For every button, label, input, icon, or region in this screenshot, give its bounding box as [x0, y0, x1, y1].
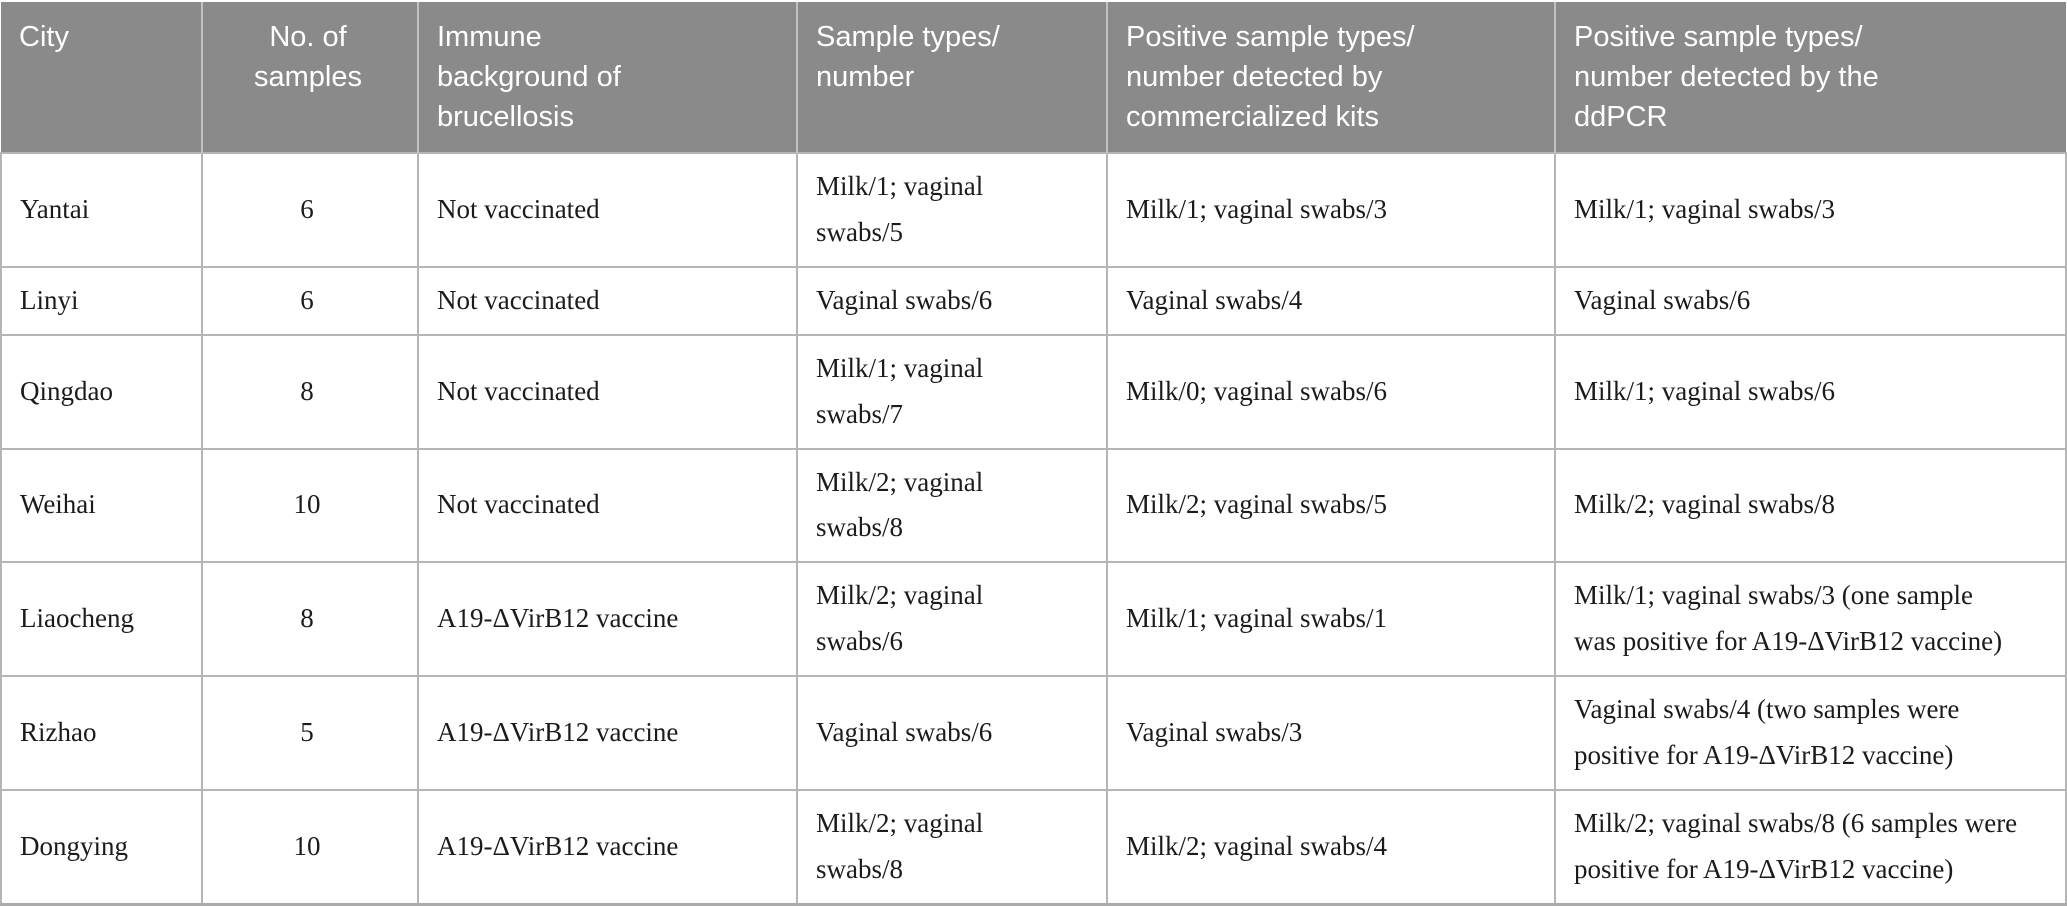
cell-num-samples: 10: [201, 447, 419, 564]
cell-immune-background: Not vaccinated: [417, 447, 798, 564]
cell-num-samples: 5: [201, 675, 419, 791]
table-row-liaocheng: Liaocheng 8 A19-ΔVirB12 vaccine Milk/2; …: [0, 561, 2067, 678]
header-num-samples: No. of samples: [202, 2, 419, 154]
cell-num-samples: 6: [201, 265, 419, 336]
cell-sample-types: Vaginal swabs/6: [796, 265, 1108, 336]
header-sample-types: Sample types/ number: [797, 2, 1108, 154]
cell-sample-types: Milk/2; vaginal swabs/8: [796, 447, 1108, 564]
cell-positive-kits: Milk/2; vaginal swabs/4: [1106, 788, 1556, 906]
cell-immune-background: A19-ΔVirB12 vaccine: [417, 561, 798, 678]
cell-sample-types: Milk/1; vaginal swabs/5: [796, 152, 1108, 268]
cell-city: Linyi: [0, 265, 203, 336]
header-city: City: [1, 2, 203, 154]
table-row-yantai: Yantai 6 Not vaccinated Milk/1; vaginal …: [0, 152, 2067, 268]
table-row-qingdao: Qingdao 8 Not vaccinated Milk/1; vaginal…: [0, 333, 2067, 450]
cell-positive-kits: Vaginal swabs/3: [1106, 675, 1556, 791]
cell-immune-background: Not vaccinated: [417, 152, 798, 268]
cell-sample-types: Milk/1; vaginal swabs/7: [796, 333, 1108, 450]
cell-sample-types: Milk/2; vaginal swabs/8: [796, 788, 1108, 906]
cell-positive-kits: Milk/1; vaginal swabs/1: [1106, 561, 1556, 678]
table-row-rizhao: Rizhao 5 A19-ΔVirB12 vaccine Vaginal swa…: [0, 675, 2067, 791]
cell-positive-kits: Vaginal swabs/4: [1106, 265, 1556, 336]
cell-immune-background: A19-ΔVirB12 vaccine: [417, 675, 798, 791]
cell-positive-kits: Milk/1; vaginal swabs/3: [1106, 152, 1556, 268]
cell-city: Qingdao: [0, 333, 203, 450]
cell-num-samples: 10: [201, 788, 419, 906]
cell-positive-ddpcr: Milk/2; vaginal swabs/8 (6 samples were …: [1554, 788, 2067, 906]
cell-positive-kits: Milk/2; vaginal swabs/5: [1106, 447, 1556, 564]
header-positive-ddpcr: Positive sample types/ number detected b…: [1555, 2, 2066, 154]
table-body: Yantai 6 Not vaccinated Milk/1; vaginal …: [0, 152, 2067, 906]
cell-sample-types: Vaginal swabs/6: [796, 675, 1108, 791]
cell-positive-ddpcr: Milk/2; vaginal swabs/8: [1554, 447, 2067, 564]
cell-positive-ddpcr: Milk/1; vaginal swabs/3: [1554, 152, 2067, 268]
cell-immune-background: Not vaccinated: [417, 333, 798, 450]
cell-positive-ddpcr: Milk/1; vaginal swabs/3 (one sample was …: [1554, 561, 2067, 678]
cell-city: Weihai: [0, 447, 203, 564]
cell-sample-types: Milk/2; vaginal swabs/6: [796, 561, 1108, 678]
cell-immune-background: A19-ΔVirB12 vaccine: [417, 788, 798, 906]
cell-num-samples: 6: [201, 152, 419, 268]
cell-city: Liaocheng: [0, 561, 203, 678]
table-row-weihai: Weihai 10 Not vaccinated Milk/2; vaginal…: [0, 447, 2067, 564]
cell-positive-ddpcr: Vaginal swabs/6: [1554, 265, 2067, 336]
cell-positive-kits: Milk/0; vaginal swabs/6: [1106, 333, 1556, 450]
cell-immune-background: Not vaccinated: [417, 265, 798, 336]
cell-city: Dongying: [0, 788, 203, 906]
cell-city: Rizhao: [0, 675, 203, 791]
header-immune-background: Immune background of brucellosis: [418, 2, 798, 154]
cell-positive-ddpcr: Milk/1; vaginal swabs/6: [1554, 333, 2067, 450]
table-row-dongying: Dongying 10 A19-ΔVirB12 vaccine Milk/2; …: [0, 788, 2067, 906]
header-row: City No. of samples Immune background of…: [1, 2, 2066, 154]
header-positive-kits: Positive sample types/ number detected b…: [1107, 2, 1556, 154]
cell-num-samples: 8: [201, 333, 419, 450]
table-row-linyi: Linyi 6 Not vaccinated Vaginal swabs/6 V…: [0, 265, 2067, 336]
cell-num-samples: 8: [201, 561, 419, 678]
cell-positive-ddpcr: Vaginal swabs/4 (two samples were positi…: [1554, 675, 2067, 791]
table-header: City No. of samples Immune background of…: [1, 2, 2066, 154]
cell-city: Yantai: [0, 152, 203, 268]
